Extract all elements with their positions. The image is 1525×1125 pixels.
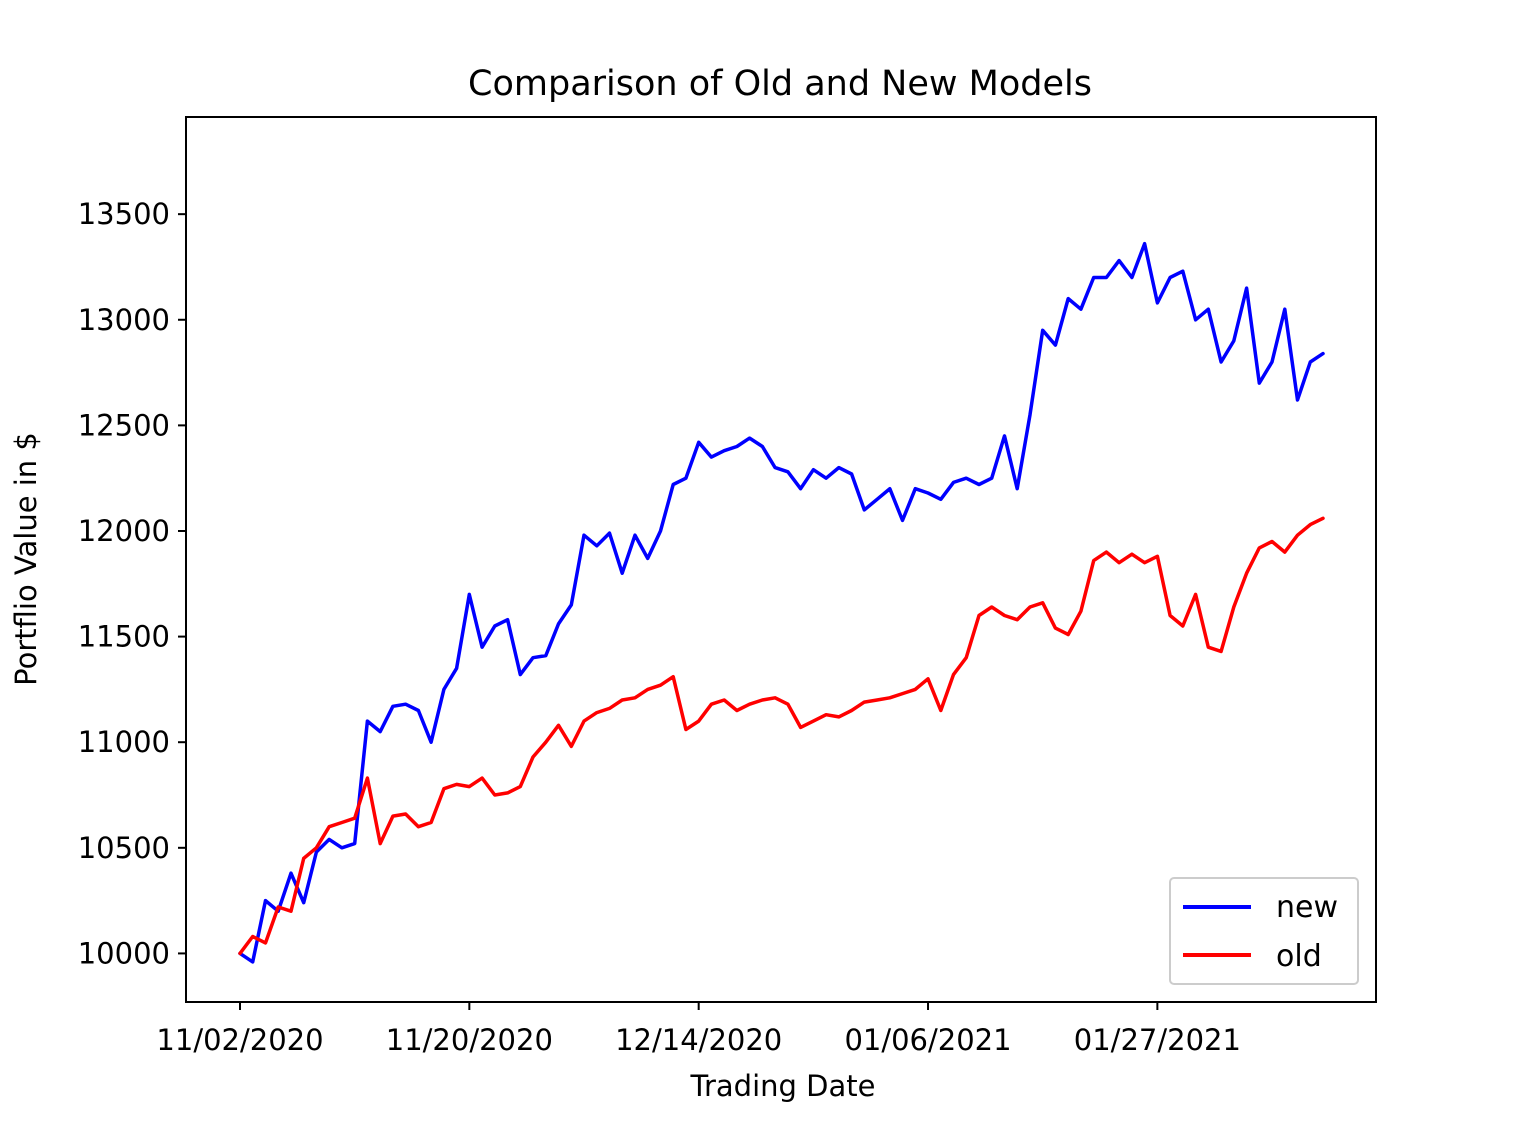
y-axis-label: Portflio Value in $	[9, 432, 43, 686]
x-axis-label: Trading Date	[690, 1069, 876, 1103]
x-tick-label: 01/27/2021	[1074, 1023, 1241, 1057]
y-tick-label: 12500	[78, 408, 170, 442]
legend-label-new: new	[1276, 890, 1338, 925]
legend-box	[1169, 877, 1359, 985]
y-tick-label: 12000	[78, 514, 170, 548]
x-tick-label: 11/02/2020	[156, 1023, 323, 1057]
y-tick-label: 11500	[78, 620, 170, 654]
series-line-old	[238, 516, 1325, 956]
series-line-new	[238, 241, 1325, 964]
x-axis: 11/02/2020 11/20/2020 12/14/2020 01/06/2021…	[156, 1002, 1241, 1057]
x-tick-label: 01/06/2021	[844, 1023, 1011, 1057]
y-axis: 10000 10500 11000 11500 12000 12500 13000 13500	[78, 197, 186, 970]
legend: new old	[1169, 877, 1359, 985]
x-tick-label: 12/14/2020	[615, 1023, 782, 1057]
y-tick-label: 13500	[78, 197, 170, 231]
chart-title: Comparison of Old and New Models	[468, 64, 1092, 104]
plot-area	[185, 116, 1377, 1003]
y-tick-label: 10000	[78, 936, 170, 970]
y-tick-label: 10500	[78, 831, 170, 865]
y-tick-label: 13000	[78, 303, 170, 337]
series-group	[238, 241, 1325, 964]
legend-label-old: old	[1276, 939, 1322, 974]
x-tick-label: 11/20/2020	[386, 1023, 553, 1057]
y-tick-label: 11000	[78, 725, 170, 759]
